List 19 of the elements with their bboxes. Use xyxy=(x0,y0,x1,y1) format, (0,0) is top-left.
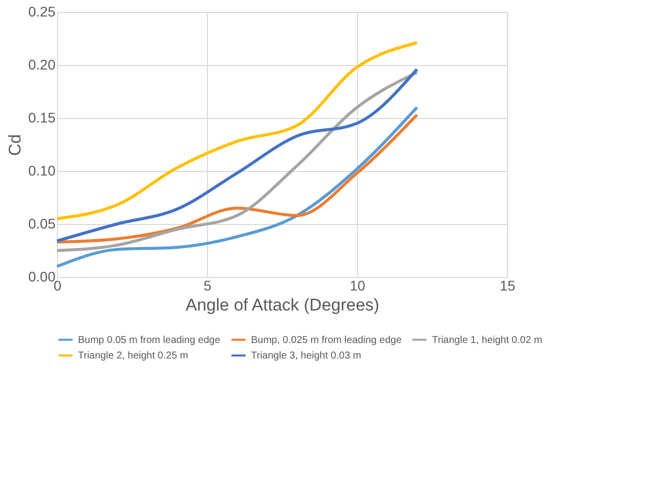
y-tick-label: 0.05 xyxy=(28,216,56,232)
y-axis-title: Cd xyxy=(5,134,24,156)
x-tick-label: 5 xyxy=(204,278,212,294)
x-tick-label: 15 xyxy=(500,278,516,294)
line-series xyxy=(56,106,418,268)
y-tick-label: 0.20 xyxy=(28,56,56,72)
legend-label: Triangle 1, height 0.02 m xyxy=(432,334,542,346)
line-series xyxy=(56,41,418,220)
x-axis-title: Angle of Attack (Degrees) xyxy=(186,296,380,314)
legend-label: Bump, 0.025 m from leading edge xyxy=(251,334,402,346)
x-tick-label: 10 xyxy=(350,278,366,294)
y-tick-label: 0.10 xyxy=(28,162,56,178)
legend-label: Bump 0.05 m from leading edge xyxy=(78,334,221,346)
x-tick-label: 0 xyxy=(54,278,62,294)
y-tick-label: 0.25 xyxy=(28,4,56,20)
legend-label: Triangle 2, height 0.25 m xyxy=(78,350,188,362)
line-series xyxy=(56,113,418,244)
y-tick-label: 0.15 xyxy=(28,110,56,126)
legend-label: Triangle 3, height 0.03 m xyxy=(251,350,362,362)
